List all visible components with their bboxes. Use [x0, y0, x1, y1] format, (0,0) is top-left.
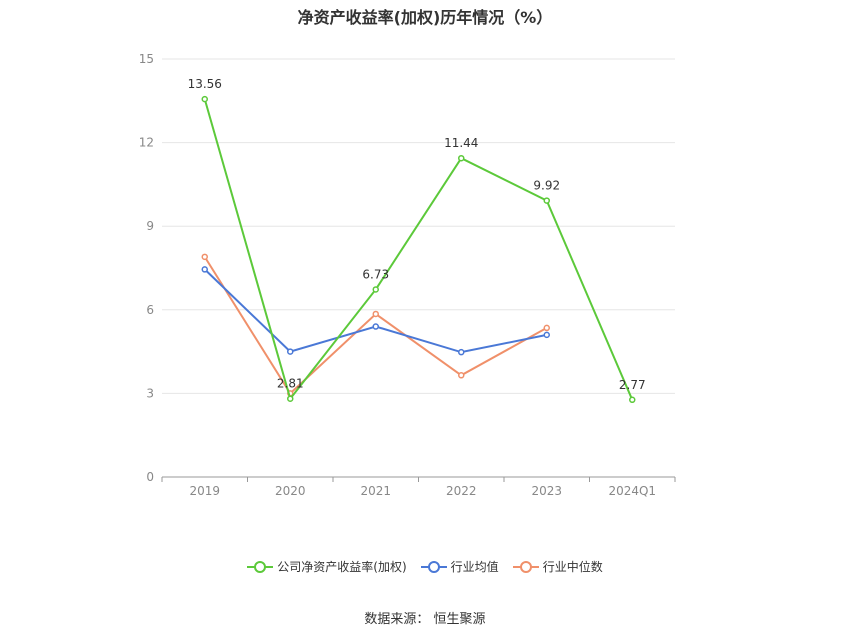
x-tick-label: 2021 [360, 484, 391, 498]
line-chart: 0 3 6 9 12 15 2019 2020 2021 2022 2023 2024Q1 13.5… [139, 52, 676, 498]
chart-title: 净资产收益率(加权)历年情况（%） [297, 8, 553, 27]
data-point [543, 197, 550, 204]
data-point [458, 348, 465, 356]
legend-swatch-icon [247, 560, 274, 573]
legend-item[interactable]: 行业中位数 [512, 558, 603, 575]
data-label: 9.92 [533, 179, 560, 193]
data-point [201, 266, 208, 273]
legend-item[interactable]: 行业均值 [420, 558, 499, 575]
data-point [543, 324, 550, 332]
legend: 公司净资产收益率(加权) 行业均值 行业中位数 [0, 558, 850, 575]
y-tick-label: 12 [139, 136, 154, 150]
data-labels: 13.56 2.81 6.73 11.44 9.92 2.77 [188, 77, 646, 392]
y-tick-label: 0 [146, 470, 154, 484]
data-point [543, 331, 550, 339]
x-axis: 2019 2020 2021 2022 2023 2024Q1 [161, 476, 676, 498]
data-point [629, 396, 636, 404]
legend-swatch-icon [420, 560, 447, 573]
gridlines [162, 58, 675, 394]
data-label: 2.77 [619, 378, 646, 392]
data-point [372, 286, 379, 293]
x-tick-label: 2019 [189, 484, 220, 498]
legend-label: 行业中位数 [542, 560, 603, 574]
data-label: 11.44 [444, 136, 478, 150]
y-tick-label: 3 [146, 386, 154, 400]
y-tick-label: 6 [146, 303, 154, 317]
series-group [201, 95, 636, 404]
data-point [201, 95, 208, 103]
x-tick-label: 2020 [275, 484, 306, 498]
legend-swatch-icon [512, 560, 539, 573]
legend-item[interactable]: 公司净资产收益率(加权) [247, 558, 407, 575]
data-point [372, 323, 379, 330]
data-point [287, 348, 294, 355]
data-point [287, 395, 294, 402]
series-line [203, 98, 634, 401]
x-tick-label: 2024Q1 [608, 484, 656, 498]
source-note: 数据来源： 恒生聚源 [364, 612, 486, 627]
x-tick-label: 2022 [446, 484, 477, 498]
data-label: 13.56 [188, 77, 222, 91]
y-tick-label: 15 [139, 52, 154, 66]
data-point [458, 154, 465, 162]
x-tick-label: 2023 [531, 484, 562, 498]
data-point [372, 310, 379, 318]
y-tick-label: 9 [146, 219, 154, 233]
data-point [458, 372, 465, 379]
data-label: 2.81 [277, 377, 304, 391]
legend-label: 公司净资产收益率(加权) [277, 560, 407, 574]
y-axis-ticks: 0 3 6 9 12 15 [139, 52, 154, 484]
data-point [201, 253, 208, 261]
data-label: 6.73 [362, 267, 389, 281]
legend-label: 行业均值 [450, 560, 499, 574]
